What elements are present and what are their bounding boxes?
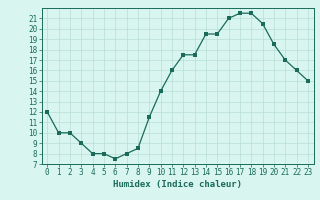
X-axis label: Humidex (Indice chaleur): Humidex (Indice chaleur) xyxy=(113,180,242,189)
